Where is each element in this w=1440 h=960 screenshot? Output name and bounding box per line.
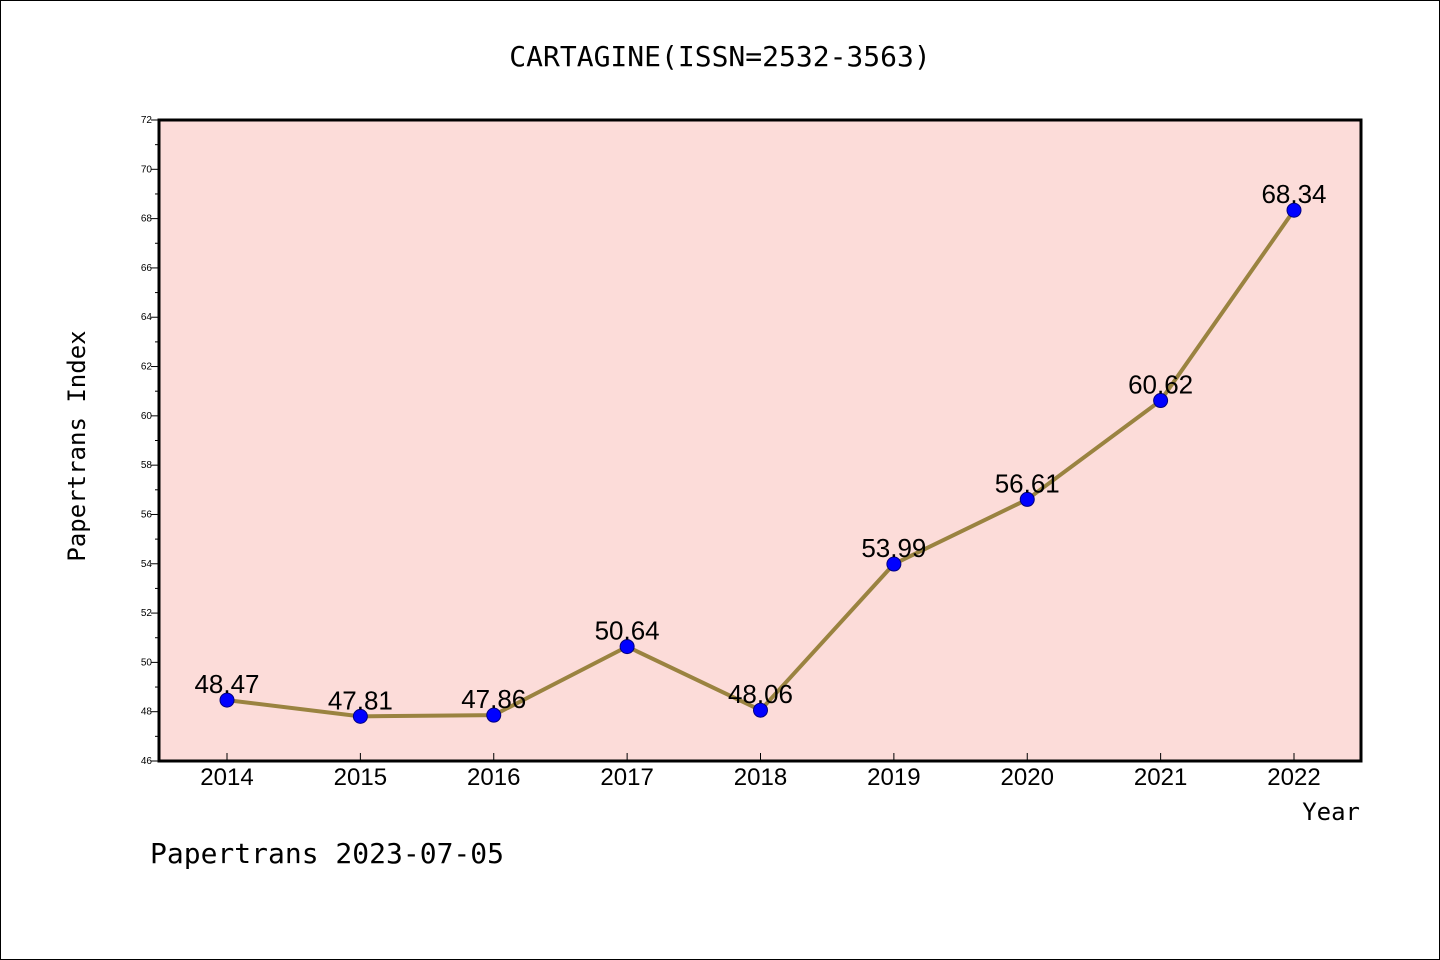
y-tick-label: 52 xyxy=(141,608,153,619)
data-label-2016: 47.86 xyxy=(461,684,526,714)
data-point-2015 xyxy=(352,708,368,724)
data-label-2017: 50.64 xyxy=(595,616,660,646)
data-label-2021: 60.62 xyxy=(1128,370,1193,400)
chart-title: CARTAGINE(ISSN=2532-3563) xyxy=(509,40,930,73)
y-tick-label: 46 xyxy=(141,756,153,767)
y-tick-label: 58 xyxy=(141,460,153,471)
data-label-2015: 47.81 xyxy=(328,685,393,715)
data-label-2020: 56.61 xyxy=(995,468,1060,498)
data-points xyxy=(219,202,1302,724)
y-tick-label: 62 xyxy=(141,362,153,373)
x-tick-label: 2019 xyxy=(867,764,920,791)
x-tick-label: 2021 xyxy=(1134,764,1187,791)
data-point-2020 xyxy=(1019,491,1035,507)
footer-text: Papertrans 2023-07-05 xyxy=(150,837,504,870)
data-point-2022 xyxy=(1286,202,1302,218)
x-tick-label: 2020 xyxy=(1001,764,1054,791)
plot-area xyxy=(159,120,1361,761)
y-tick-label: 48 xyxy=(141,707,153,718)
data-point-2016 xyxy=(486,707,502,723)
y-tick-label: 60 xyxy=(141,411,153,422)
x-axis-label: Year xyxy=(1302,798,1360,826)
plot-border xyxy=(157,118,1363,763)
y-tick-label: 50 xyxy=(141,657,153,668)
x-tick-label: 2018 xyxy=(734,764,787,791)
y-tick-label: 64 xyxy=(141,312,153,323)
data-point-2014 xyxy=(219,692,235,708)
y-tick-label: 66 xyxy=(141,263,153,274)
data-label-2022: 68.34 xyxy=(1261,179,1326,209)
y-axis-label: Papertrans Index xyxy=(63,330,91,561)
y-tick-label: 70 xyxy=(141,164,153,175)
data-label-2019: 53.99 xyxy=(861,533,926,563)
y-tick-label: 54 xyxy=(141,559,153,570)
x-tick-label: 2014 xyxy=(200,764,253,791)
data-point-2018 xyxy=(753,702,768,718)
y-tick-label: 68 xyxy=(141,214,153,225)
y-tick-label: 72 xyxy=(141,115,153,126)
x-tick-label: 2016 xyxy=(467,764,520,791)
data-label-2018: 48.06 xyxy=(728,679,793,709)
x-axis: 2014 2015 2016 2017 2018 2019 2020 2021 2022 xyxy=(200,753,1321,791)
x-tick-label: 2015 xyxy=(334,764,387,791)
x-tick-label: 2022 xyxy=(1267,764,1320,791)
data-point-2017 xyxy=(619,639,635,655)
y-tick-label: 56 xyxy=(141,509,153,520)
y-axis: 46 48 50 52 54 56 58 60 62 64 66 68 70 72 xyxy=(141,115,159,767)
data-point-2021 xyxy=(1153,393,1169,409)
x-tick-label: 2017 xyxy=(600,764,653,791)
data-label-2014: 48.47 xyxy=(194,669,259,699)
data-labels: 48.47 47.81 47.86 50.64 48.06 53.99 56.61 60.62… xyxy=(194,179,1326,715)
data-point-2019 xyxy=(886,556,902,572)
